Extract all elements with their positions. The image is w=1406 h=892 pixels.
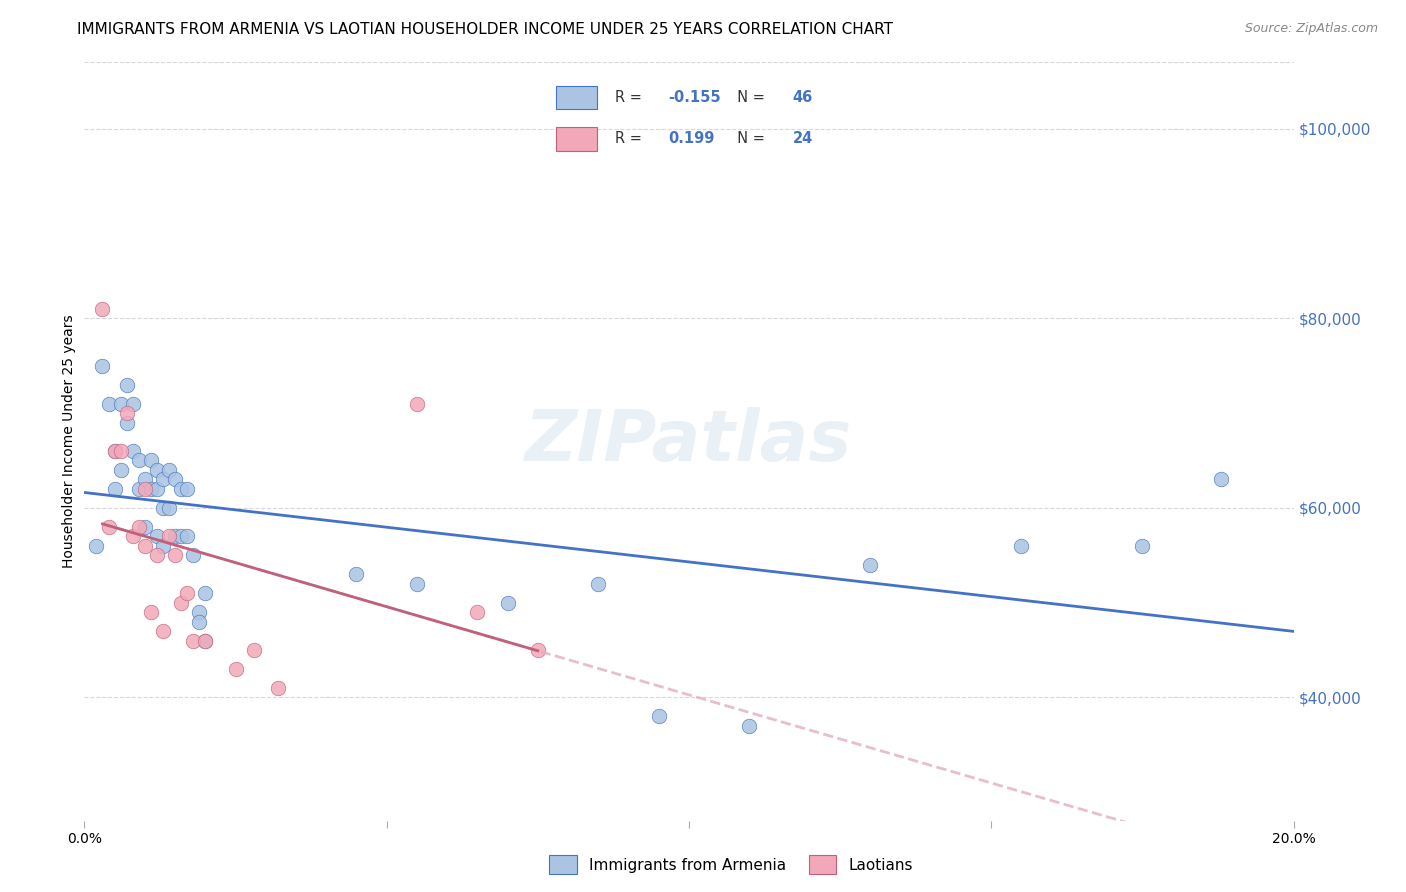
Point bbox=[1209, 473, 1232, 487]
Point bbox=[194, 633, 217, 648]
Point bbox=[242, 643, 264, 657]
Point bbox=[157, 529, 180, 543]
Point bbox=[128, 453, 150, 467]
Point bbox=[146, 548, 169, 563]
Point bbox=[86, 539, 108, 553]
Point bbox=[165, 473, 187, 487]
Text: Source: ZipAtlas.com: Source: ZipAtlas.com bbox=[1244, 22, 1378, 36]
Point bbox=[588, 576, 610, 591]
Point bbox=[110, 396, 132, 410]
Point bbox=[97, 396, 120, 410]
Point bbox=[104, 444, 127, 458]
Point bbox=[648, 709, 671, 723]
Point bbox=[134, 473, 156, 487]
Point bbox=[176, 529, 198, 543]
Point bbox=[738, 719, 761, 733]
Point bbox=[139, 605, 162, 619]
Point bbox=[267, 681, 290, 695]
Point bbox=[176, 586, 198, 600]
Point bbox=[128, 482, 150, 496]
Point bbox=[527, 643, 550, 657]
Point bbox=[170, 529, 193, 543]
Point bbox=[406, 396, 429, 410]
Point bbox=[91, 301, 114, 316]
Point bbox=[152, 500, 174, 515]
Point bbox=[152, 473, 174, 487]
Point bbox=[181, 633, 204, 648]
Text: ZIPatlas: ZIPatlas bbox=[526, 407, 852, 476]
Point bbox=[346, 567, 368, 582]
Point bbox=[1130, 539, 1153, 553]
Y-axis label: Householder Income Under 25 years: Householder Income Under 25 years bbox=[62, 315, 76, 568]
Legend: Immigrants from Armenia, Laotians: Immigrants from Armenia, Laotians bbox=[543, 849, 920, 880]
Point bbox=[188, 605, 211, 619]
Point bbox=[146, 529, 169, 543]
Point bbox=[97, 520, 120, 534]
Point bbox=[152, 624, 174, 639]
Point bbox=[152, 539, 174, 553]
Point bbox=[115, 377, 138, 392]
Point bbox=[146, 463, 169, 477]
Point bbox=[121, 396, 143, 410]
Point bbox=[121, 529, 143, 543]
Point bbox=[104, 482, 127, 496]
Point bbox=[139, 453, 162, 467]
Point bbox=[115, 416, 138, 430]
Point bbox=[115, 406, 138, 420]
Point bbox=[181, 548, 204, 563]
Point bbox=[859, 558, 882, 572]
Point bbox=[134, 539, 156, 553]
Point bbox=[1011, 539, 1033, 553]
Point bbox=[165, 529, 187, 543]
Point bbox=[157, 500, 180, 515]
Point bbox=[170, 596, 193, 610]
Point bbox=[104, 444, 127, 458]
Text: IMMIGRANTS FROM ARMENIA VS LAOTIAN HOUSEHOLDER INCOME UNDER 25 YEARS CORRELATION: IMMIGRANTS FROM ARMENIA VS LAOTIAN HOUSE… bbox=[77, 22, 893, 37]
Point bbox=[406, 576, 429, 591]
Point bbox=[176, 482, 198, 496]
Point bbox=[134, 520, 156, 534]
Point bbox=[467, 605, 489, 619]
Point bbox=[194, 586, 217, 600]
Point bbox=[121, 444, 143, 458]
Point bbox=[194, 633, 217, 648]
Point bbox=[188, 615, 211, 629]
Point bbox=[146, 482, 169, 496]
Point bbox=[157, 463, 180, 477]
Point bbox=[134, 482, 156, 496]
Point bbox=[128, 520, 150, 534]
Point bbox=[110, 463, 132, 477]
Point bbox=[110, 444, 132, 458]
Point bbox=[225, 662, 247, 676]
Point bbox=[496, 596, 519, 610]
Point bbox=[91, 359, 114, 373]
Point bbox=[165, 548, 187, 563]
Point bbox=[170, 482, 193, 496]
Point bbox=[139, 482, 162, 496]
